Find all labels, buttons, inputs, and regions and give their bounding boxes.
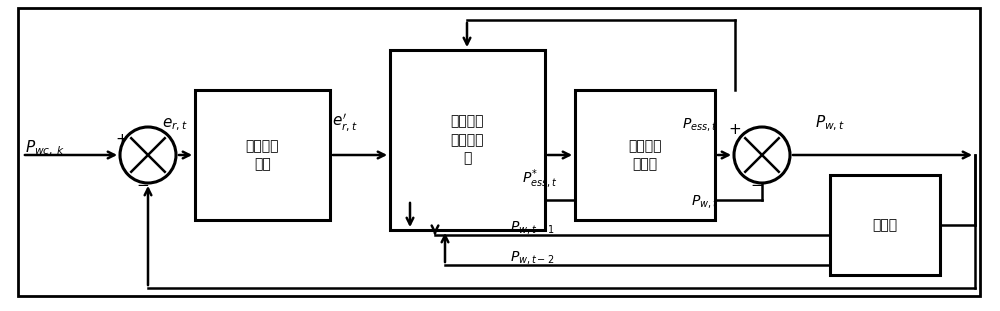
Bar	[830, 175, 940, 275]
Circle shape	[734, 127, 790, 183]
Text: −: −	[137, 179, 149, 193]
Bar	[195, 90, 330, 220]
Bar	[575, 90, 715, 220]
Text: $e^{\prime}_{r,t}$: $e^{\prime}_{r,t}$	[332, 111, 358, 133]
Text: +: +	[729, 123, 741, 137]
Bar	[390, 50, 545, 230]
Text: 权重修正
偏差: 权重修正 偏差	[246, 139, 279, 171]
Text: +: +	[116, 132, 128, 147]
Text: $P^{*}_{ess,t}$: $P^{*}_{ess,t}$	[522, 168, 558, 191]
Text: $P_{ess,t}$: $P_{ess,t}$	[682, 116, 718, 133]
Text: $e_{r,t}$: $e_{r,t}$	[162, 117, 188, 133]
Text: 双电池储
能系统: 双电池储 能系统	[628, 139, 662, 171]
Text: $P_{w,t}$: $P_{w,t}$	[815, 114, 845, 133]
Text: $P_{w,t}$: $P_{w,t}$	[691, 193, 718, 210]
Text: $P_{w,t-1}$: $P_{w,t-1}$	[510, 220, 554, 236]
Text: $P_{wc,\,k}$: $P_{wc,\,k}$	[25, 138, 65, 158]
Text: 风电场: 风电场	[872, 218, 898, 232]
Text: −: −	[751, 179, 763, 193]
Circle shape	[120, 127, 176, 183]
Text: 自适应神
经网络预
测: 自适应神 经网络预 测	[451, 114, 484, 165]
Text: $P_{w,t-2}$: $P_{w,t-2}$	[510, 249, 554, 267]
